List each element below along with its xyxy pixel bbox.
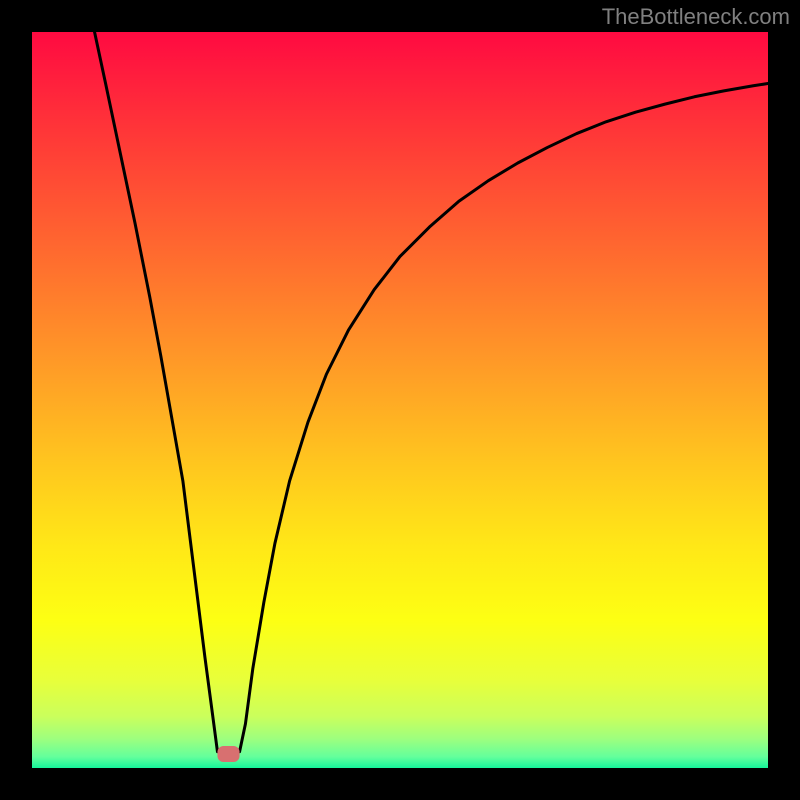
bottleneck-curve: [95, 32, 768, 752]
chart-canvas: TheBottleneck.com: [0, 0, 800, 800]
null-marker: [217, 746, 239, 762]
plot-area: [32, 32, 768, 768]
curve-layer: [32, 32, 768, 768]
watermark-text: TheBottleneck.com: [602, 4, 790, 30]
